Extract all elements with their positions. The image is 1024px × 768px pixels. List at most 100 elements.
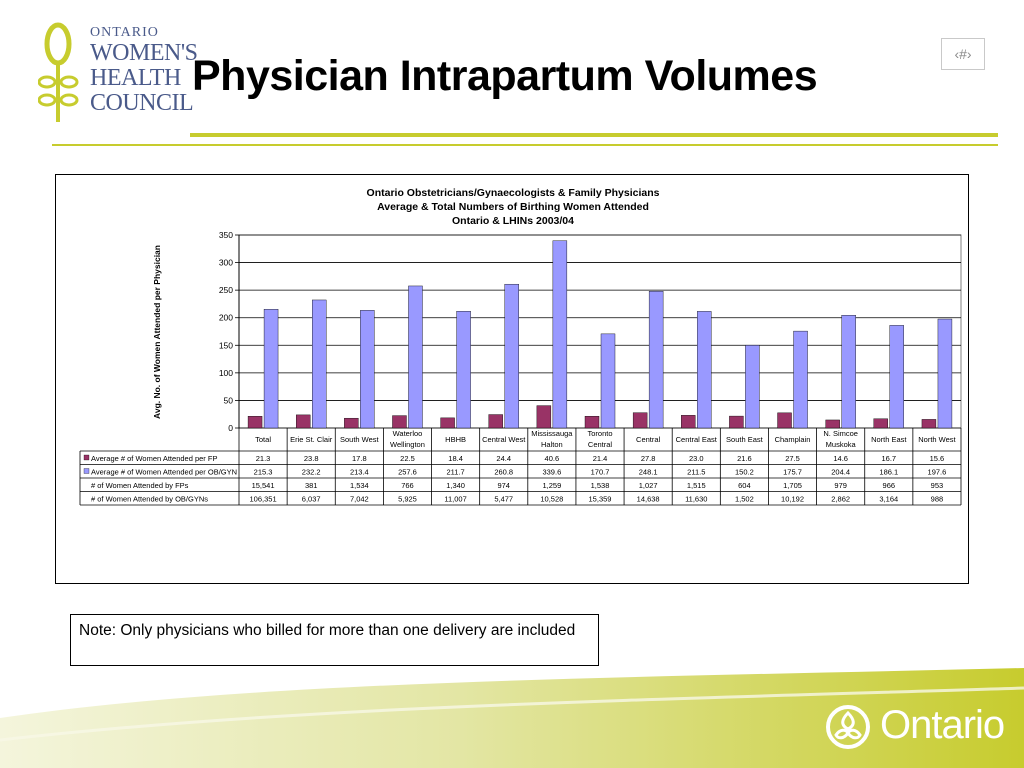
table-cell-3-9: 11,630	[685, 494, 707, 503]
table-cell-0-0: 21.3	[256, 454, 271, 463]
table-cell-2-1: 381	[305, 481, 318, 490]
table-cell-0-9: 23.0	[689, 454, 704, 463]
table-cell-0-11: 27.5	[785, 454, 800, 463]
x-category-label-12-b: Muskoka	[826, 440, 857, 449]
x-category-label-3-b: Wellington	[390, 440, 425, 449]
table-cell-0-1: 23.8	[304, 454, 319, 463]
bar-series2-14	[937, 318, 953, 429]
bar-series1-10	[729, 415, 744, 429]
table-cell-2-12: 979	[834, 481, 847, 490]
table-cell-0-3: 22.5	[400, 454, 415, 463]
bar-series1-0	[247, 416, 263, 429]
table-cell-0-8: 27.8	[641, 454, 656, 463]
table-cell-3-1: 6,037	[302, 494, 321, 503]
table-cell-1-6: 339.6	[542, 467, 561, 476]
table-cell-3-7: 15,359	[589, 494, 612, 503]
table-cell-3-4: 11,007	[444, 494, 466, 503]
table-cell-3-0: 106,351	[250, 494, 277, 503]
x-category-label-3-a: Waterloo	[393, 429, 423, 438]
table-cell-2-3: 766	[401, 481, 414, 490]
bar-series2-2	[360, 310, 375, 429]
bar-series1-5	[488, 414, 503, 429]
table-row-label-1: Average # of Women Attended per OB/GYN	[91, 467, 237, 476]
table-cell-0-6: 40.6	[545, 454, 560, 463]
chart-frame: Ontario Obstetricians/Gynaecologists & F…	[55, 174, 969, 584]
table-cell-3-8: 14,638	[637, 494, 660, 503]
table-cell-2-8: 1,027	[639, 481, 658, 490]
table-cell-0-2: 17.8	[352, 454, 367, 463]
bar-series2-6	[552, 240, 568, 429]
ontario-wordmark: Ontario	[880, 703, 1005, 747]
bar-series1-13	[873, 418, 888, 429]
table-cell-2-14: 953	[931, 481, 944, 490]
table-cell-3-10: 1,502	[735, 494, 754, 503]
bar-series1-11	[777, 412, 792, 429]
bar-series2-9	[697, 311, 712, 429]
bar-series1-2	[344, 417, 359, 429]
y-tick-label-150: 150	[219, 340, 233, 350]
y-tick-label-300: 300	[219, 258, 233, 268]
table-cell-1-10: 150.2	[735, 467, 754, 476]
table-cell-1-1: 232.2	[302, 467, 321, 476]
table-cell-0-4: 18.4	[448, 454, 463, 463]
table-cell-3-13: 3,164	[879, 494, 898, 503]
x-category-label-0: Total	[255, 435, 271, 444]
bar-series2-5	[504, 283, 519, 429]
table-cell-2-4: 1,340	[446, 481, 465, 490]
chart-title-line-3: Ontario & LHINs 2003/04	[452, 215, 574, 227]
table-cell-3-5: 5,477	[494, 494, 513, 503]
table-cell-2-10: 604	[738, 481, 751, 490]
legend-key-0	[83, 454, 90, 461]
table-cell-3-6: 10,528	[540, 494, 563, 503]
table-row-label-2: # of Women Attended by FPs	[91, 481, 189, 490]
x-category-label-6-a: Mississauga	[531, 429, 573, 438]
table-cell-2-11: 1,705	[783, 481, 802, 490]
table-cell-1-12: 204.4	[831, 467, 850, 476]
flower-logo-icon	[38, 22, 79, 122]
table-cell-2-6: 1,259	[542, 481, 561, 490]
bar-series1-12	[825, 419, 840, 429]
table-cell-3-11: 10,192	[781, 494, 804, 503]
footer-band	[0, 660, 1024, 768]
table-cell-1-4: 211.7	[446, 467, 464, 476]
bar-series1-4	[440, 417, 455, 429]
page-number: ‹#›	[941, 38, 985, 70]
bar-series1-3	[392, 415, 407, 429]
womens-health-council-logo: ONTARIO WOMEN'S HEALTH COUNCIL	[38, 22, 198, 126]
y-axis-label: Avg. No. of Women Attended per Physician	[152, 245, 162, 419]
table-cell-0-5: 24.4	[496, 454, 511, 463]
y-tick-label-250: 250	[219, 285, 233, 295]
table-cell-1-0: 215.3	[254, 467, 273, 476]
table-cell-0-13: 16.7	[881, 454, 896, 463]
table-cell-1-3: 257.6	[398, 467, 417, 476]
table-cell-1-9: 211.5	[687, 467, 705, 476]
logo-line-council: COUNCIL	[90, 90, 194, 116]
ontario-trillium-icon	[826, 705, 870, 749]
bar-series2-4	[456, 311, 471, 429]
chart-title-line-2: Average & Total Numbers of Birthing Wome…	[377, 201, 649, 213]
table-cell-1-7: 170.7	[591, 467, 610, 476]
bar-series2-7	[600, 333, 616, 429]
table-cell-3-2: 7,042	[350, 494, 369, 503]
table-cell-1-14: 197.6	[928, 467, 947, 476]
bar-series2-10	[745, 344, 760, 429]
x-category-label-12-a: N. Simcoe	[823, 429, 858, 438]
bar-series2-3	[408, 285, 423, 429]
x-category-label-13: North East	[871, 435, 907, 444]
logo-line-health: HEALTH	[90, 65, 181, 91]
y-tick-label-0: 0	[228, 423, 233, 433]
logo-line-womens: WOMEN'S	[90, 40, 198, 66]
bar-series2-11	[793, 330, 808, 429]
bar-series2-12	[841, 315, 856, 429]
bar-chart: Ontario Obstetricians/Gynaecologists & F…	[79, 187, 962, 506]
x-category-label-8: Central	[636, 435, 661, 444]
y-tick-label-350: 350	[219, 230, 233, 240]
bar-series2-8	[648, 290, 664, 429]
x-category-label-11: Champlain	[775, 435, 811, 444]
table-cell-1-13: 186.1	[879, 467, 898, 476]
table-cell-0-7: 21.4	[593, 454, 608, 463]
x-category-label-10: South East	[726, 435, 764, 444]
bar-series1-7	[584, 415, 600, 429]
bar-series1-1	[295, 414, 311, 429]
footnote-box: Note: Only physicians who billed for mor…	[70, 614, 599, 666]
